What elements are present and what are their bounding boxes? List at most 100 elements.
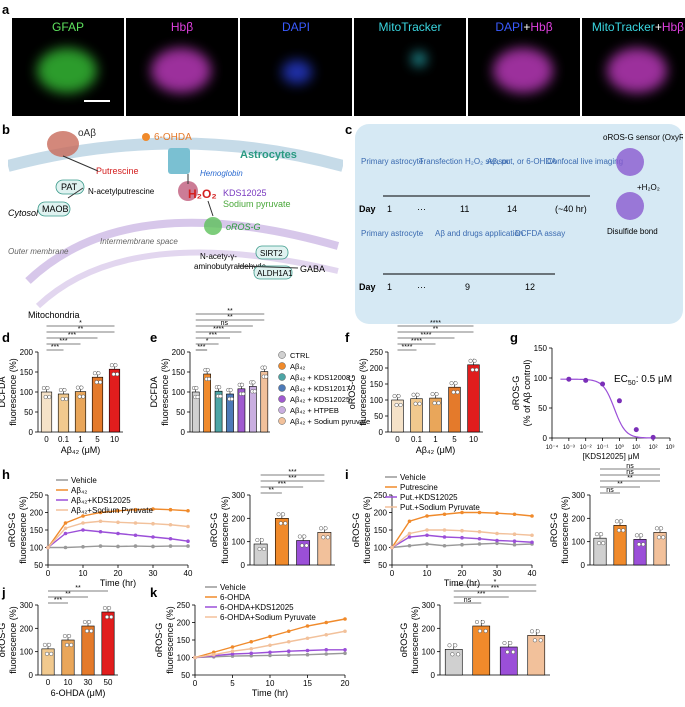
pat-box	[55, 179, 85, 195]
data-point	[300, 543, 305, 548]
c-row1-step2: Transfection H₂O₂ sensor	[419, 157, 510, 166]
c-r2-day9: 9	[465, 282, 470, 292]
x-tick-label: 1	[433, 435, 438, 444]
series-point	[168, 522, 173, 527]
data-point	[42, 642, 47, 647]
c-day-label-1: Day	[359, 204, 376, 214]
c-r1-day1: 1	[387, 204, 392, 214]
y-tick-label: 50	[176, 408, 185, 417]
c-r2-day1: 1	[387, 282, 392, 292]
series-point	[186, 524, 190, 529]
data-point	[659, 526, 664, 531]
x-tick-label: 10²	[649, 445, 658, 451]
series-point	[305, 648, 310, 653]
data-point	[470, 367, 475, 372]
cell-signal	[37, 48, 97, 93]
sig-label: **	[433, 326, 439, 333]
c-row1-step4: Confocal live imaging	[547, 157, 623, 166]
x-tick-label: 20	[341, 679, 350, 688]
series-point	[81, 545, 85, 549]
c-r1-day14: 14	[507, 204, 517, 214]
x-tick-label: 50	[104, 678, 113, 687]
data-point	[396, 393, 401, 399]
sig-label: ***	[68, 332, 76, 339]
sig-label: ***	[209, 332, 217, 339]
data-point	[79, 385, 84, 390]
sig-label: ***	[51, 344, 59, 351]
c-row1-step3: Aβ, put, or 6-OHDA	[487, 157, 557, 166]
data-point	[639, 533, 644, 538]
series-point	[286, 629, 291, 634]
y-axis-label: oROS-Gfluorescence (%)	[351, 496, 372, 564]
series-point	[407, 535, 412, 539]
y-tick-label: 50	[34, 561, 43, 570]
data-point	[240, 382, 245, 387]
y-tick-label: 300	[572, 491, 586, 500]
y-tick-label: 0	[379, 428, 384, 437]
y-tick-label: 200	[20, 348, 34, 357]
series-point	[442, 543, 447, 548]
data-point	[44, 651, 50, 656]
data-point	[594, 532, 599, 537]
data-point	[472, 358, 477, 363]
series-point	[81, 514, 85, 518]
data-point	[302, 534, 307, 539]
x-tick-label: 40	[184, 569, 193, 578]
data-point	[111, 372, 116, 377]
micrograph-tile-2: Hbβ	[126, 18, 238, 116]
x-axis-label: Time (hr)	[100, 578, 136, 588]
series-point	[98, 519, 103, 524]
disulfide-label: Disulfide bond	[607, 227, 658, 236]
channel-name: MitoTracker	[378, 20, 442, 34]
series-point	[390, 545, 394, 550]
outer-membrane-band	[25, 218, 340, 284]
series-point	[249, 646, 254, 651]
y-axis-label: DCFDAfluorescence (%)	[149, 358, 170, 426]
x-tick-label: 10	[79, 569, 88, 578]
micrograph-tile-1: GFAP	[12, 18, 124, 116]
y-tick-label: 100	[177, 654, 191, 663]
series-point	[116, 520, 120, 525]
sig-label: ***	[278, 481, 286, 488]
series-point	[477, 536, 482, 541]
data-point	[96, 371, 101, 376]
data-point	[194, 385, 199, 391]
data-point	[411, 392, 416, 397]
series-point	[305, 652, 310, 657]
series-point	[407, 543, 412, 548]
series-point	[151, 544, 155, 549]
series-point	[133, 544, 138, 548]
naab-label-2: aminobutyraldehyde	[194, 262, 267, 271]
x-tick-label: 10⁻¹	[597, 445, 609, 451]
series-point	[268, 653, 272, 658]
y-tick-label: 0	[29, 671, 34, 680]
micrograph-label-5: DAPI+Hbβ	[468, 20, 580, 34]
cell-signal	[282, 60, 312, 84]
channel-name: MitoTracker	[591, 20, 655, 34]
data-point	[432, 401, 437, 406]
y-tick-label: 0	[431, 671, 436, 680]
channel-name: DAPI	[281, 20, 310, 34]
sig-label: ***	[197, 344, 205, 351]
sig-label: **	[617, 481, 623, 488]
y-axis-label: oROS-Gfluorescence (%)	[209, 496, 230, 564]
x-tick-label: 5	[452, 435, 457, 444]
data-point	[297, 534, 302, 539]
data-point	[619, 519, 624, 524]
transporter-icon	[168, 148, 190, 174]
data-point	[87, 619, 92, 625]
x-tick-label: 10	[266, 679, 275, 688]
data-point	[654, 526, 659, 531]
x-tick-label: 0	[46, 678, 51, 687]
series-point	[286, 653, 291, 657]
data-point	[325, 535, 330, 540]
bar-4	[467, 364, 480, 433]
series-point	[512, 512, 517, 517]
series-point	[168, 536, 173, 541]
panel-label-b: b	[2, 122, 10, 137]
bar-4	[108, 368, 121, 433]
series-point	[324, 652, 329, 656]
legend-label: 6-OHDA	[220, 593, 251, 602]
series-point	[186, 544, 190, 548]
y-tick-label: 200	[30, 509, 44, 518]
